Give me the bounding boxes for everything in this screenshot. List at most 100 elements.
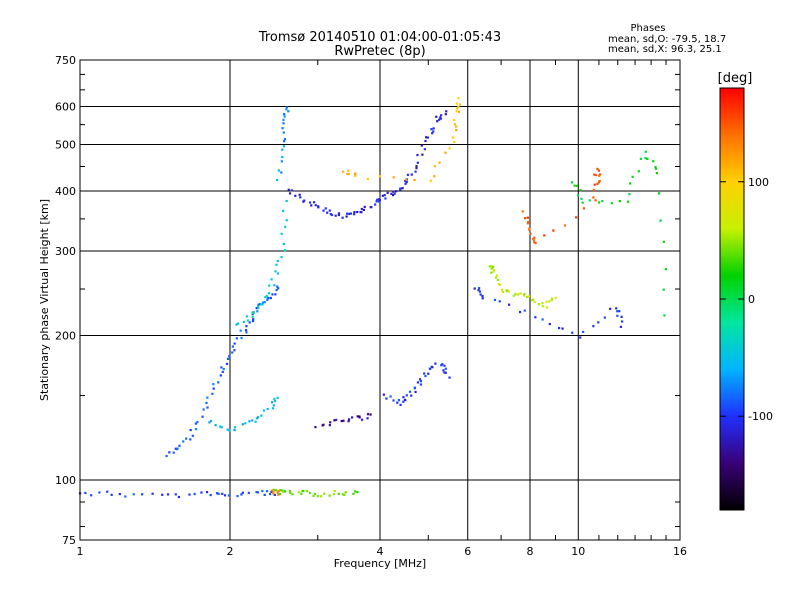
data-point bbox=[236, 494, 239, 498]
data-point bbox=[273, 397, 276, 401]
data-point bbox=[563, 224, 567, 227]
data-point bbox=[244, 329, 248, 332]
data-point bbox=[242, 320, 246, 324]
data-point bbox=[276, 272, 280, 275]
data-point bbox=[347, 420, 350, 423]
data-point bbox=[662, 240, 665, 243]
y-tick-label: 600 bbox=[55, 101, 76, 114]
x-tick-label: 1 bbox=[77, 545, 84, 558]
data-point bbox=[396, 401, 399, 404]
data-point bbox=[444, 113, 447, 116]
data-point bbox=[383, 194, 386, 197]
data-point bbox=[282, 131, 285, 134]
data-point bbox=[548, 322, 551, 326]
data-point bbox=[557, 326, 561, 330]
data-point bbox=[528, 227, 531, 230]
data-point bbox=[413, 386, 417, 389]
data-point bbox=[639, 157, 642, 160]
data-point bbox=[337, 492, 340, 495]
data-point bbox=[261, 301, 265, 304]
data-point bbox=[285, 108, 288, 111]
x-tick-label: 2 bbox=[227, 545, 234, 558]
data-point bbox=[106, 490, 109, 493]
data-point bbox=[501, 291, 505, 294]
data-point bbox=[270, 401, 274, 404]
data-point bbox=[298, 193, 301, 196]
data-point bbox=[597, 169, 601, 172]
data-point bbox=[453, 140, 456, 143]
data-point bbox=[201, 415, 204, 418]
data-point bbox=[219, 425, 222, 428]
data-point bbox=[431, 132, 434, 135]
data-point bbox=[402, 400, 405, 403]
data-point bbox=[265, 490, 269, 493]
data-point bbox=[439, 116, 442, 119]
data-point bbox=[550, 298, 553, 302]
data-point bbox=[205, 490, 209, 494]
data-point bbox=[389, 395, 392, 398]
data-point bbox=[345, 212, 349, 215]
data-point bbox=[598, 179, 601, 183]
data-point bbox=[492, 270, 495, 273]
data-point bbox=[390, 192, 393, 195]
data-point bbox=[267, 292, 271, 295]
colorbar-ticks: 100 0 -100 bbox=[720, 176, 773, 423]
data-point bbox=[507, 290, 510, 293]
data-point bbox=[616, 310, 619, 313]
data-point bbox=[302, 489, 305, 493]
data-point bbox=[273, 493, 276, 496]
data-point bbox=[220, 426, 223, 429]
data-point bbox=[212, 387, 215, 390]
data-point bbox=[655, 172, 659, 175]
data-point bbox=[451, 136, 455, 139]
data-point bbox=[277, 287, 280, 290]
data-point bbox=[269, 296, 272, 300]
data-point bbox=[283, 249, 287, 252]
x-axis-label: Frequency [MHz] bbox=[334, 557, 426, 570]
data-point bbox=[248, 321, 251, 324]
data-point bbox=[431, 366, 434, 369]
data-point bbox=[554, 296, 557, 300]
data-point bbox=[496, 278, 500, 282]
data-point bbox=[654, 167, 658, 170]
data-point bbox=[416, 153, 419, 157]
data-point bbox=[592, 325, 595, 328]
data-point bbox=[401, 187, 404, 190]
data-point bbox=[493, 268, 496, 272]
data-point bbox=[414, 170, 417, 173]
data-point bbox=[533, 241, 536, 244]
data-point bbox=[378, 198, 381, 202]
data-point bbox=[174, 447, 177, 450]
data-point bbox=[118, 492, 121, 496]
chart-subtitle: RwPretec (8p) bbox=[334, 44, 425, 59]
data-point bbox=[341, 493, 344, 496]
data-point bbox=[274, 270, 277, 273]
data-point bbox=[366, 413, 370, 416]
data-point bbox=[533, 238, 536, 242]
data-point bbox=[223, 494, 227, 497]
data-point bbox=[281, 489, 284, 492]
data-point bbox=[302, 200, 305, 203]
data-point bbox=[245, 315, 248, 318]
data-point bbox=[329, 213, 332, 216]
data-point bbox=[290, 189, 294, 192]
data-point bbox=[308, 201, 312, 204]
data-point bbox=[393, 192, 396, 195]
data-point bbox=[313, 201, 316, 204]
data-point bbox=[479, 293, 482, 296]
data-point bbox=[272, 490, 275, 494]
data-point bbox=[324, 207, 327, 210]
data-point bbox=[257, 416, 260, 419]
data-point bbox=[335, 418, 338, 422]
data-point bbox=[644, 150, 647, 153]
x-tick-label: 10 bbox=[571, 545, 585, 558]
data-point bbox=[285, 199, 288, 203]
x-tick-label: 8 bbox=[527, 545, 534, 558]
data-point bbox=[360, 418, 364, 421]
data-point bbox=[276, 259, 279, 263]
data-point bbox=[172, 451, 175, 454]
y-tick-label: 75 bbox=[62, 534, 76, 547]
data-point bbox=[231, 345, 234, 348]
data-point bbox=[654, 166, 657, 169]
y-axis-label: Stationary phase Virtual Height [km] bbox=[38, 199, 51, 401]
